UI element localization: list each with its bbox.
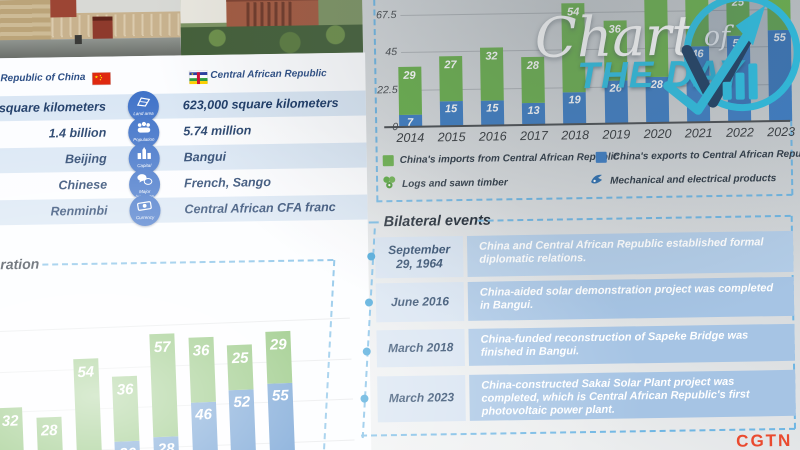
x-axis-label-2016: 2016 bbox=[478, 129, 507, 144]
y-axis-tick-label: 45 bbox=[385, 46, 398, 59]
y-axis-tick-label: 0 bbox=[392, 121, 399, 134]
event-description: China-aided solar demonstration project … bbox=[467, 276, 795, 321]
country-comparison-table: ple's Republic of China Central African … bbox=[0, 61, 368, 227]
export-value-label: 15 bbox=[486, 102, 499, 115]
event-date: September 29, 1964 bbox=[374, 236, 464, 279]
event-row-1964: September 29, 1964 China and Central Afr… bbox=[374, 230, 794, 279]
exports-swatch-icon bbox=[595, 151, 607, 163]
legend-mechanical: Mechanical and electrical products bbox=[589, 171, 776, 188]
export-value-label: 15 bbox=[444, 103, 458, 116]
event-description: China-constructed Sakai Solar Plant proj… bbox=[469, 369, 796, 421]
land-area-icon: Land area bbox=[127, 90, 160, 123]
event-row-2016: June 2016 China-aided solar demonstratio… bbox=[375, 276, 795, 323]
legend-logs-label: Logs and sawn timber bbox=[402, 176, 508, 190]
export-value-label: 13 bbox=[527, 105, 540, 118]
event-description: China-funded reconstruction of Sapeke Br… bbox=[468, 323, 795, 366]
population-icon: Population bbox=[128, 116, 160, 149]
table-row-capital: Capital Beijing Bangui bbox=[0, 142, 367, 175]
event-date: June 2016 bbox=[375, 282, 465, 323]
logs-icon bbox=[382, 175, 396, 194]
event-date: March 2023 bbox=[377, 374, 466, 423]
legend-logs: Logs and sawn timber bbox=[382, 175, 508, 191]
y-axis-tick-label: 67.5 bbox=[375, 8, 397, 22]
china-flag-icon bbox=[92, 72, 111, 85]
table-row-currency: Currency Renminbi Central African CFA fr… bbox=[0, 194, 368, 227]
chart-of-the-day-logo-icon bbox=[663, 0, 800, 115]
legend-exports-label: China's exports to Central African Repub… bbox=[612, 147, 800, 163]
event-description: China and Central African Republic estab… bbox=[466, 230, 794, 277]
timeline-dot bbox=[362, 347, 371, 356]
bilateral-events-heading: Bilateral events bbox=[383, 212, 492, 231]
x-axis-label-2018: 2018 bbox=[561, 128, 590, 143]
capital-icon: Capital bbox=[128, 142, 160, 175]
export-value-label: 19 bbox=[568, 94, 581, 107]
x-axis-label-2019: 2019 bbox=[602, 127, 631, 142]
legend-imports-label: China's imports from Central African Rep… bbox=[399, 151, 620, 166]
x-axis-label-2014: 2014 bbox=[396, 130, 425, 146]
comparison-header: ple's Republic of China Central African … bbox=[0, 63, 366, 93]
table-row-population: 1.4 billion Population 5.74 million bbox=[0, 116, 366, 149]
mechanical-products-icon bbox=[589, 171, 604, 190]
timeline-dot bbox=[364, 298, 374, 307]
table-row-language: Major language Chinese French, Sango bbox=[0, 168, 367, 201]
event-row-2018: March 2018 China-funded reconstruction o… bbox=[376, 323, 795, 368]
x-axis-label-2017: 2017 bbox=[519, 128, 548, 144]
events-heading-dash-left bbox=[368, 221, 379, 224]
event-row-2023: March 2023 China-constructed Sakai Solar… bbox=[377, 369, 796, 423]
import-value-label: 29 bbox=[403, 69, 416, 83]
event-date: March 2018 bbox=[376, 328, 465, 368]
imports-swatch-icon bbox=[382, 154, 394, 166]
currency-icon: Currency bbox=[129, 194, 161, 227]
cgtn-logo: CGTN bbox=[736, 430, 793, 450]
car-flag-icon bbox=[189, 71, 208, 85]
x-axis-label-2015: 2015 bbox=[437, 129, 466, 145]
table-row-land-area: n square kilometers Land area 623,000 sq… bbox=[0, 90, 367, 123]
major-language-icon: Major language bbox=[128, 168, 161, 201]
y-axis-tick-label: 22.5 bbox=[377, 83, 398, 96]
import-value-label: 27 bbox=[444, 59, 457, 72]
legend-mechanical-label: Mechanical and electrical products bbox=[610, 172, 777, 187]
timeline-dot bbox=[360, 394, 369, 403]
import-value-label: 32 bbox=[485, 50, 498, 63]
timeline-dot bbox=[367, 252, 376, 261]
